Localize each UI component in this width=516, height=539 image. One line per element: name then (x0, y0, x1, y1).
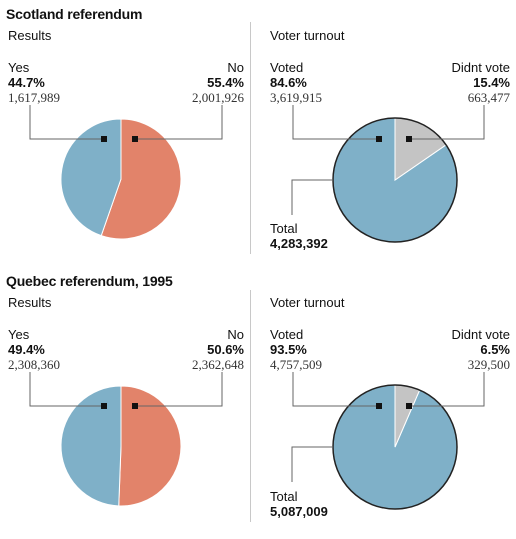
label-pct: 84.6% (270, 75, 307, 90)
label-count: 2,308,360 (8, 357, 60, 372)
label-count: 4,757,509 (270, 357, 322, 372)
total-quebec: Total 5,087,009 (270, 489, 328, 519)
label-name: Voted (270, 60, 304, 75)
marker-no (132, 403, 138, 409)
marker-didnt-vote (406, 403, 412, 409)
label-pct: 15.4% (473, 75, 510, 90)
label-pct: 6.5% (480, 342, 510, 357)
label-count: 3,619,915 (270, 90, 322, 105)
pie-slice-yes (60, 118, 122, 237)
total-scotland: Total 4,283,392 (270, 221, 328, 251)
label-voted-scotland: Voted 84.6% 3,619,915 (270, 60, 322, 105)
label-yes-quebec: Yes 49.4% 2,308,360 (8, 327, 60, 372)
label-count: 329,500 (467, 357, 510, 372)
marker-voted (376, 403, 382, 409)
label-pct: 93.5% (270, 342, 307, 357)
marker-yes (101, 403, 107, 409)
label-name: No (227, 60, 244, 75)
label-count: 2,001,926 (192, 90, 244, 105)
leader-line-no (135, 105, 223, 140)
label-name: Voted (270, 327, 304, 342)
subtitle-turnout-quebec: Voter turnout (270, 295, 345, 310)
label-pct: 55.4% (207, 75, 244, 90)
total-label: Total (270, 489, 298, 504)
leader-line-no (135, 372, 223, 407)
label-didnt-vote-scotland: Didnt vote 15.4% 663,477 (451, 60, 510, 105)
section-title-quebec: Quebec referendum, 1995 (6, 273, 173, 289)
label-didnt-vote-quebec: Didnt vote 6.5% 329,500 (451, 327, 510, 372)
leader-line-total (291, 179, 333, 215)
label-pct: 49.4% (8, 342, 45, 357)
label-count: 663,477 (467, 90, 510, 105)
total-label: Total (270, 221, 298, 236)
marker-didnt-vote (406, 136, 412, 142)
subtitle-results-quebec: Results (8, 295, 52, 310)
leader-line-yes (29, 372, 104, 407)
label-yes-scotland: Yes 44.7% 1,617,989 (8, 60, 60, 105)
label-name: Didnt vote (451, 60, 510, 75)
label-name: No (227, 327, 244, 342)
leader-line-voted (292, 372, 379, 407)
label-count: 1,617,989 (8, 90, 60, 105)
column-divider (250, 22, 251, 254)
label-name: Yes (8, 60, 30, 75)
leader-line-didnt-vote (409, 372, 485, 407)
label-pct: 50.6% (207, 342, 244, 357)
label-voted-quebec: Voted 93.5% 4,757,509 (270, 327, 322, 372)
label-no-scotland: No 55.4% 2,001,926 (192, 60, 244, 105)
leader-line-didnt-vote (409, 105, 485, 140)
label-no-quebec: No 50.6% 2,362,648 (192, 327, 244, 372)
label-pct: 44.7% (8, 75, 45, 90)
marker-no (132, 136, 138, 142)
pie-slice-yes (60, 385, 122, 507)
marker-yes (101, 136, 107, 142)
label-count: 2,362,648 (192, 357, 244, 372)
column-divider (250, 290, 251, 522)
marker-voted (376, 136, 382, 142)
leader-line-total (291, 446, 333, 482)
subtitle-results-scotland: Results (8, 28, 52, 43)
label-name: Yes (8, 327, 30, 342)
label-name: Didnt vote (451, 327, 510, 342)
subtitle-turnout-scotland: Voter turnout (270, 28, 345, 43)
section-title-scotland: Scotland referendum (6, 6, 143, 22)
leader-line-voted (292, 105, 379, 140)
total-count: 5,087,009 (270, 504, 328, 519)
pie-slice-no (118, 385, 182, 507)
total-count: 4,283,392 (270, 236, 328, 251)
leader-line-yes (29, 105, 104, 140)
